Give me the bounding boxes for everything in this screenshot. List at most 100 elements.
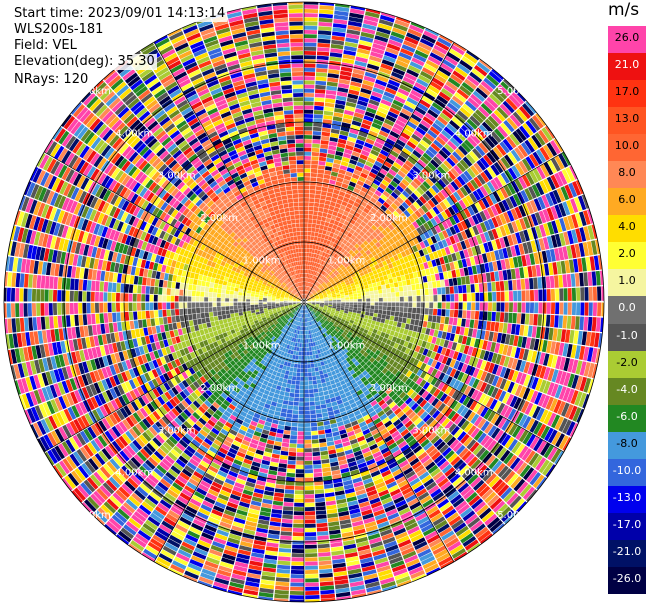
range-gate xyxy=(301,356,304,360)
range-gate xyxy=(305,440,312,444)
range-gate xyxy=(429,309,433,315)
range-gate xyxy=(315,89,325,94)
range-gate xyxy=(297,343,300,347)
range-gate xyxy=(319,22,333,27)
range-gate xyxy=(387,293,391,297)
range-gate xyxy=(457,277,462,285)
range-gate xyxy=(387,302,391,306)
range-gate xyxy=(415,284,420,290)
range-gate xyxy=(413,296,417,301)
range-gate xyxy=(358,305,362,308)
range-gate xyxy=(291,427,297,431)
range-gate xyxy=(374,274,379,279)
range-gate xyxy=(277,429,284,434)
range-gate xyxy=(453,318,458,326)
range-gate xyxy=(454,294,458,302)
range-gate xyxy=(314,233,318,237)
range-gate xyxy=(326,505,336,510)
range-gate xyxy=(316,510,327,515)
range-gate xyxy=(425,302,429,308)
range-gate xyxy=(331,384,336,389)
range-gate xyxy=(357,290,361,293)
range-gate xyxy=(312,152,319,156)
range-gate xyxy=(337,305,341,307)
range-gate xyxy=(312,224,316,228)
range-gate xyxy=(550,315,555,327)
range-gate xyxy=(330,397,336,402)
range-gate xyxy=(319,392,324,397)
range-gate xyxy=(321,594,336,599)
range-gate xyxy=(516,279,521,290)
range-gate xyxy=(305,574,318,578)
range-gate xyxy=(329,299,333,301)
range-gate xyxy=(285,392,290,397)
range-gate xyxy=(319,203,324,208)
range-gate xyxy=(320,195,326,200)
range-gate xyxy=(580,302,584,316)
range-gate xyxy=(304,106,314,110)
range-gate xyxy=(490,272,495,282)
range-gate xyxy=(311,160,318,164)
range-gate xyxy=(401,275,406,281)
range-gate xyxy=(298,335,300,339)
range-gate xyxy=(326,433,333,438)
range-gate xyxy=(515,324,520,335)
range-gate xyxy=(387,306,391,310)
range-gate xyxy=(447,325,452,333)
range-gate xyxy=(305,465,313,469)
range-gate xyxy=(547,302,551,314)
range-gate xyxy=(298,431,304,435)
range-gate xyxy=(276,433,283,438)
range-gate xyxy=(374,306,378,310)
range-gate xyxy=(281,447,289,452)
range-gate xyxy=(513,302,517,312)
range-gate xyxy=(311,156,318,160)
range-gate xyxy=(429,289,433,295)
range-gate xyxy=(285,422,291,427)
range-gate xyxy=(304,143,312,147)
range-gate xyxy=(440,280,445,287)
range-gate xyxy=(456,326,461,334)
range-gate xyxy=(309,202,314,206)
range-gate xyxy=(274,411,280,416)
range-gate xyxy=(400,302,404,307)
range-gate xyxy=(297,436,304,440)
range-gate xyxy=(534,290,538,301)
range-gate xyxy=(579,317,584,331)
range-gate xyxy=(382,289,386,293)
range-gate xyxy=(324,421,331,426)
range-gate xyxy=(379,298,383,302)
range-gate xyxy=(428,315,433,322)
range-gate xyxy=(399,328,404,334)
range-gate xyxy=(326,437,333,442)
range-gate xyxy=(275,376,280,381)
range-gate xyxy=(364,285,368,289)
range-gate xyxy=(484,302,488,311)
range-gate xyxy=(311,368,315,372)
range-gate xyxy=(386,269,391,274)
range-gate xyxy=(316,506,326,511)
range-gate xyxy=(295,389,300,393)
range-gate xyxy=(353,294,357,297)
range-gate xyxy=(290,389,295,393)
range-gate xyxy=(490,322,495,332)
range-gate xyxy=(319,560,332,565)
range-gate xyxy=(587,272,592,286)
range-gate xyxy=(325,98,335,103)
range-gate xyxy=(319,434,326,439)
range-gate xyxy=(291,578,305,582)
range-gate xyxy=(297,452,304,456)
range-gate xyxy=(345,295,349,298)
range-gate xyxy=(314,114,323,118)
range-gate xyxy=(304,110,313,114)
range-gate xyxy=(310,414,316,418)
range-gate xyxy=(315,199,320,203)
range-gate xyxy=(450,302,454,309)
range-gate xyxy=(320,149,328,154)
range-gate xyxy=(283,400,289,405)
range-gate xyxy=(441,309,445,316)
range-gate xyxy=(439,324,444,331)
range-gate xyxy=(387,274,392,279)
range-gate xyxy=(283,434,290,439)
range-gate xyxy=(387,325,392,330)
